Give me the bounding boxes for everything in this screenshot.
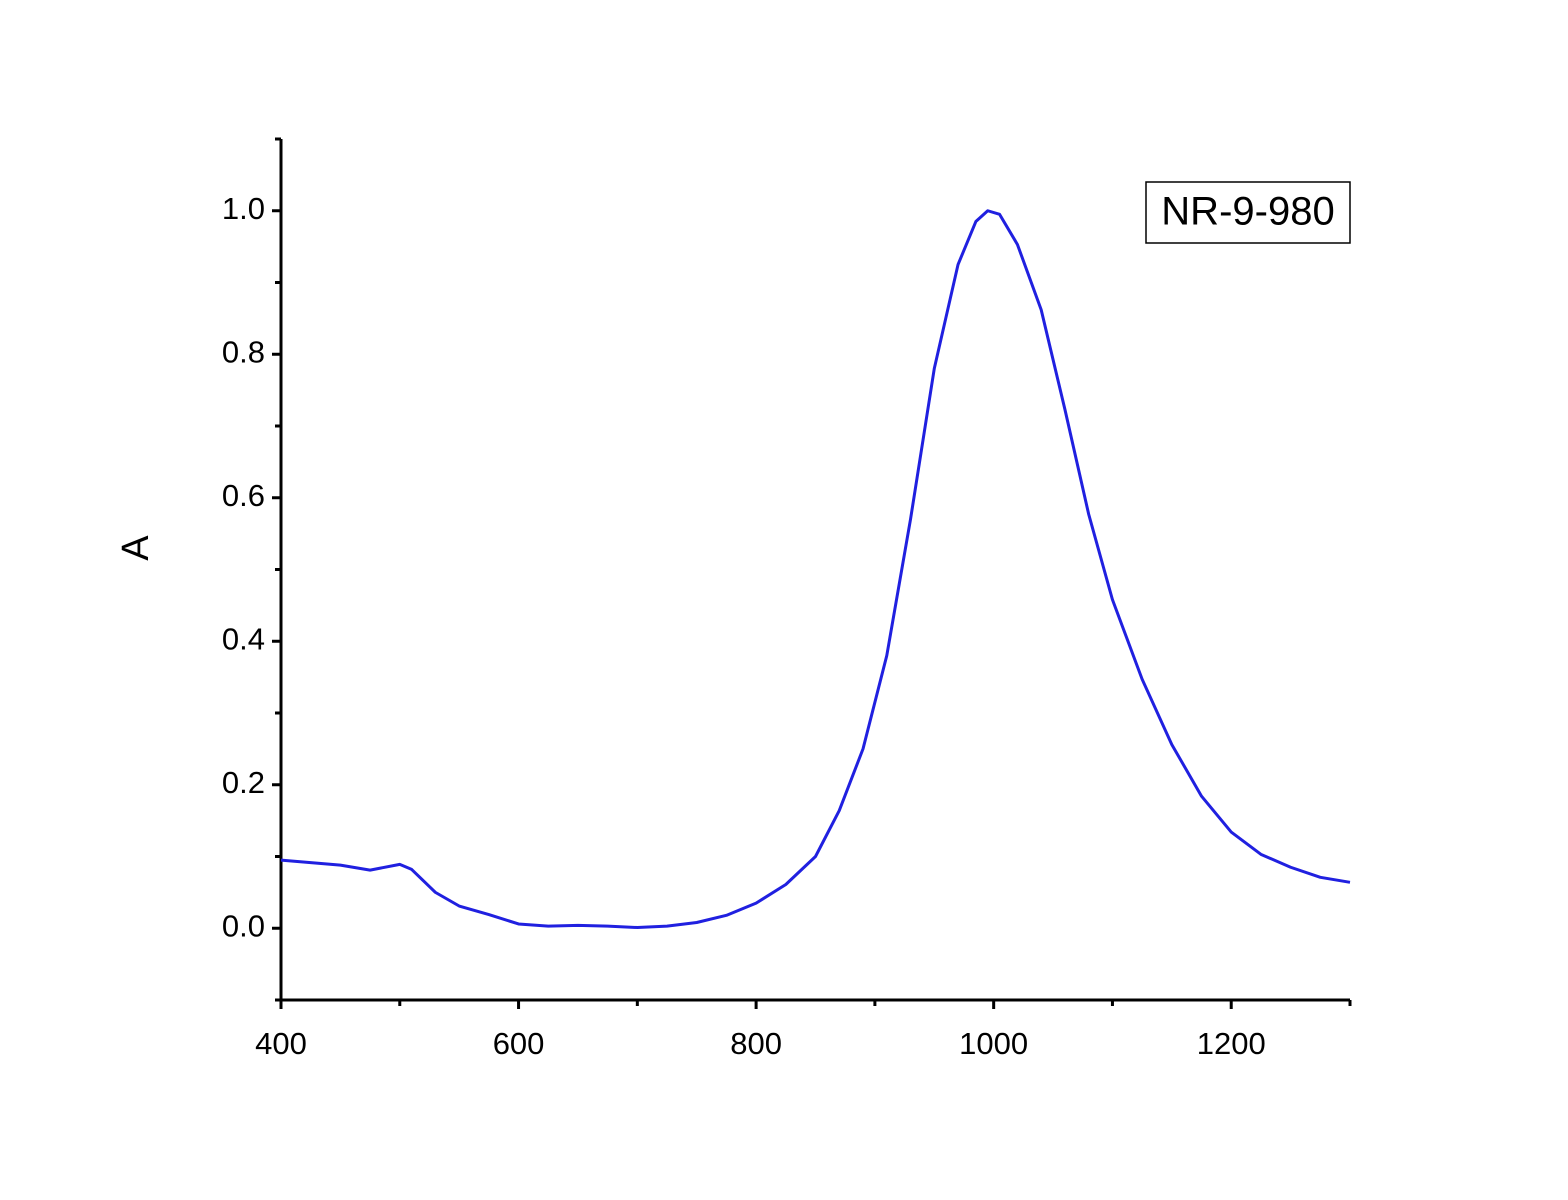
y-axis-label: A <box>115 535 157 561</box>
y-tick-label: 0.2 <box>222 765 265 800</box>
x-tick-label: 800 <box>730 1026 782 1061</box>
y-tick-label: 0.6 <box>222 478 265 513</box>
y-tick-label: 0.0 <box>222 908 265 943</box>
x-tick-label: 1200 <box>1197 1026 1266 1061</box>
data-line <box>280 209 1351 930</box>
axes <box>279 139 1350 1002</box>
annotation: NR-9-980 <box>1161 190 1334 234</box>
y-tick-label: 0.4 <box>222 621 265 656</box>
x-tick-label: 600 <box>493 1026 545 1061</box>
annotation-box <box>1145 181 1351 244</box>
y-tick-label: 1.0 <box>222 191 265 226</box>
y-tick-label: 0.8 <box>222 334 265 369</box>
x-tick-label: 1000 <box>959 1026 1028 1061</box>
x-tick-label: 400 <box>255 1026 307 1061</box>
